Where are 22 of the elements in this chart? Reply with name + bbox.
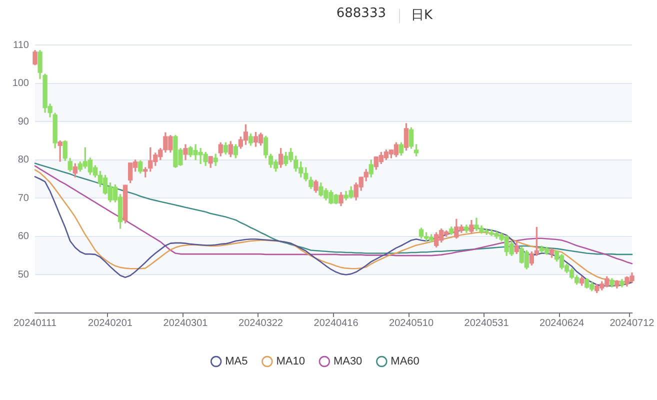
x-tick-label: 20240111 <box>13 318 57 329</box>
y-tick-label: 60 <box>18 231 30 242</box>
x-tick-label: 20240712 <box>610 318 655 329</box>
y-tick-label: 70 <box>18 192 30 204</box>
x-tick-label: 20240322 <box>238 318 284 329</box>
x-tick-label: 20240531 <box>464 318 510 329</box>
legend-label: MA10 <box>276 356 305 368</box>
legend-label: MA30 <box>333 356 362 368</box>
y-tick-label: 90 <box>18 116 30 128</box>
x-tick-label: 20240301 <box>163 318 208 329</box>
y-tick-label: 50 <box>18 269 30 280</box>
x-tick-label: 20240510 <box>389 318 434 329</box>
chart-subtitle: 日K <box>411 7 433 24</box>
chart-title: 688333 <box>336 6 386 21</box>
y-tick-label: 100 <box>12 78 30 90</box>
legend-label: MA60 <box>390 356 420 368</box>
y-tick-label: 80 <box>18 154 30 166</box>
x-tick-label: 20240624 <box>540 318 584 329</box>
legend-label: MA5 <box>225 356 248 368</box>
x-tick-label: 20240201 <box>88 318 133 329</box>
y-tick-label: 110 <box>13 40 30 51</box>
x-tick-label: 20240416 <box>314 318 359 329</box>
